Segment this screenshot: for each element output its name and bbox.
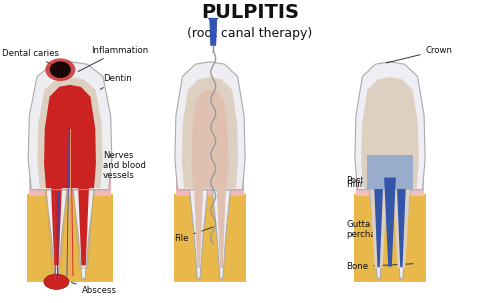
Polygon shape: [44, 85, 96, 188]
Polygon shape: [361, 77, 419, 188]
Polygon shape: [28, 62, 112, 190]
Text: Post: Post: [346, 176, 390, 185]
Polygon shape: [38, 77, 102, 188]
Text: Abscess: Abscess: [72, 283, 117, 295]
Polygon shape: [397, 184, 406, 267]
Polygon shape: [174, 194, 246, 282]
Text: Dentin: Dentin: [100, 74, 132, 89]
Polygon shape: [374, 184, 383, 267]
Text: Inflammation: Inflammation: [78, 45, 148, 72]
Polygon shape: [392, 190, 410, 279]
Polygon shape: [194, 187, 203, 268]
Polygon shape: [72, 190, 94, 279]
Polygon shape: [176, 179, 244, 196]
Polygon shape: [28, 194, 112, 282]
Polygon shape: [190, 190, 208, 279]
Polygon shape: [367, 155, 413, 189]
Polygon shape: [182, 77, 238, 188]
Text: PULPITIS: PULPITIS: [201, 3, 299, 22]
Polygon shape: [175, 62, 245, 190]
Ellipse shape: [46, 58, 76, 81]
Polygon shape: [393, 190, 410, 268]
Polygon shape: [208, 18, 218, 45]
Text: Filling: Filling: [346, 180, 397, 189]
Polygon shape: [370, 190, 388, 279]
Polygon shape: [217, 187, 226, 268]
Polygon shape: [355, 62, 425, 190]
Ellipse shape: [50, 61, 71, 78]
Polygon shape: [384, 178, 396, 267]
Text: Crown: Crown: [386, 45, 453, 63]
Polygon shape: [370, 190, 387, 268]
Ellipse shape: [44, 274, 69, 289]
Polygon shape: [46, 190, 68, 279]
Text: Bone: Bone: [346, 262, 413, 271]
Polygon shape: [354, 194, 426, 282]
Text: (root canal therapy): (root canal therapy): [188, 27, 312, 40]
Polygon shape: [356, 179, 424, 196]
Polygon shape: [192, 90, 228, 188]
Polygon shape: [212, 190, 230, 279]
Polygon shape: [51, 187, 62, 265]
Text: Nerves
and blood
vessels: Nerves and blood vessels: [76, 151, 146, 180]
Text: File: File: [174, 227, 213, 243]
Polygon shape: [78, 187, 89, 265]
Polygon shape: [30, 178, 110, 196]
Text: Gutta
percha: Gutta percha: [346, 220, 381, 239]
Text: Dental caries: Dental caries: [2, 48, 59, 65]
